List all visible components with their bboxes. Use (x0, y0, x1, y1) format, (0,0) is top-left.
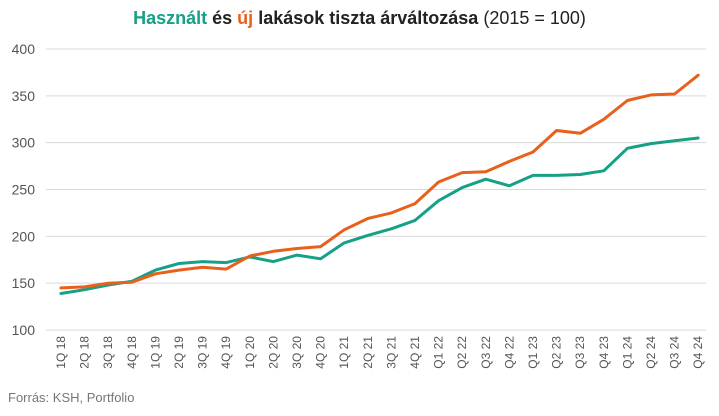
x-tick-label: 4Q 21 (408, 336, 422, 369)
title-new: új (237, 8, 254, 28)
x-tick-label: Q3 24 (668, 336, 682, 369)
x-tick-label: Q1 24 (620, 336, 634, 369)
y-tick-label: 400 (12, 41, 36, 57)
x-tick-label: 4Q 20 (314, 336, 328, 369)
x-tick-label: 3Q 18 (101, 336, 115, 369)
x-tick-label: 3Q 20 (290, 336, 304, 369)
x-tick-label: Q2 22 (455, 336, 469, 369)
x-tick-label: 1Q 20 (243, 336, 257, 369)
series-line-new (59, 73, 700, 290)
x-axis-ticks: 1Q 18 2Q 18 3Q 18 4Q 18 1Q 19 2Q 19 3Q 19 4Q 19… (54, 336, 705, 369)
x-tick-label: 1Q 21 (337, 336, 351, 369)
x-tick-label: 2Q 21 (361, 336, 375, 369)
x-tick-label: Q2 23 (550, 336, 564, 369)
x-tick-label: Q4 22 (502, 336, 516, 369)
x-tick-label: 4Q 19 (219, 336, 233, 369)
y-tick-label: 300 (12, 135, 36, 151)
x-tick-label: 1Q 18 (54, 336, 68, 369)
chart-title: Használt és új lakások tiszta árváltozás… (0, 8, 719, 29)
x-tick-label: Q1 22 (432, 336, 446, 369)
x-tick-label: 3Q 21 (384, 336, 398, 369)
x-tick-label: 4Q 18 (125, 336, 139, 369)
source-note: Forrás: KSH, Portfolio (8, 390, 135, 405)
x-tick-label: Q4 23 (597, 336, 611, 369)
x-tick-label: 2Q 19 (172, 336, 186, 369)
y-tick-label: 250 (12, 182, 36, 198)
series-line-used (59, 136, 700, 295)
series-layer (59, 73, 700, 295)
title-used: Használt (133, 8, 208, 28)
x-tick-label: Q1 23 (526, 336, 540, 369)
x-tick-label: Q4 24 (691, 336, 705, 369)
x-tick-label: Q3 22 (479, 336, 493, 369)
title-and: és (212, 8, 233, 28)
y-tick-label: 150 (12, 275, 36, 291)
y-tick-label: 350 (12, 88, 36, 104)
x-tick-label: 2Q 18 (78, 336, 92, 369)
x-tick-label: 3Q 19 (196, 336, 210, 369)
title-rest: lakások tiszta árváltozása (258, 8, 479, 28)
x-tick-label: 1Q 19 (148, 336, 162, 369)
x-tick-label: 2Q 20 (266, 336, 280, 369)
grid-layer (46, 48, 706, 331)
x-tick-label: Q3 23 (573, 336, 587, 369)
x-tick-label: Q2 24 (644, 336, 658, 369)
y-axis-ticks: 100 150 200 250 300 350 400 (12, 41, 36, 338)
y-tick-label: 200 (12, 228, 36, 244)
y-tick-label: 100 (12, 322, 36, 338)
title-base: (2015 = 100) (483, 8, 586, 28)
